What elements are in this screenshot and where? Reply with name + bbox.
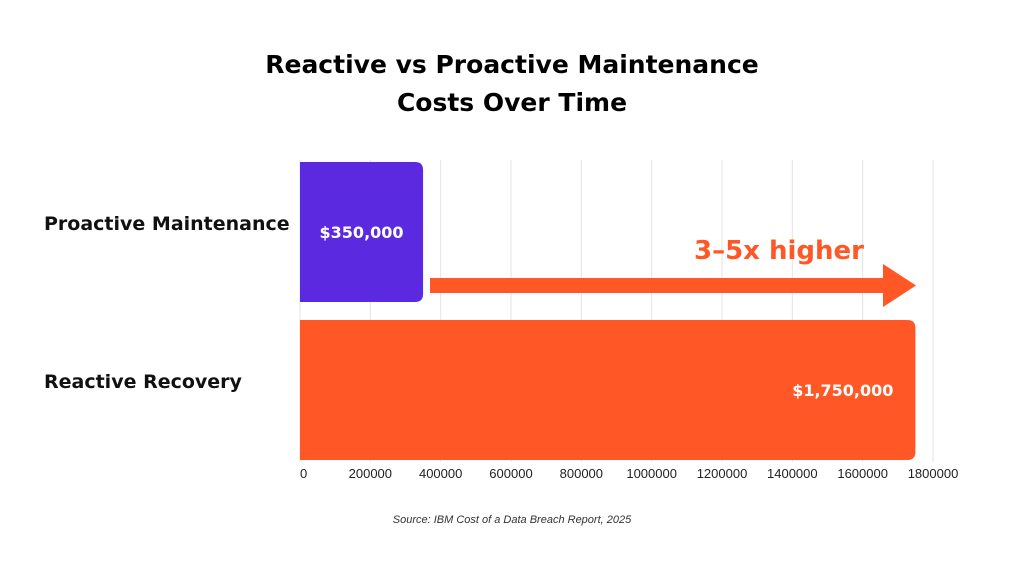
bar-proactive [300,162,424,302]
category-label: Proactive Maintenance [44,213,290,235]
x-tick-label: 1200000 [697,466,748,481]
x-tick-label: 400000 [419,466,462,481]
x-tick-label: 600000 [489,466,532,481]
x-tick-label: 1000000 [626,466,677,481]
chart-title-line-2: Costs Over Time [397,88,627,117]
data-label: $1,750,000 [792,381,893,400]
chart-title-line-1: Reactive vs Proactive Maintenance [265,50,759,79]
x-tick-label: 200000 [349,466,392,481]
data-label: $350,000 [320,223,404,242]
annotation-text: 3–5x higher [694,236,864,266]
x-tick-label: 800000 [560,466,603,481]
category-label: Reactive Recovery [44,371,243,393]
x-tick-label: 1600000 [837,466,888,481]
x-tick-label: 1400000 [767,466,818,481]
bar-reactive [300,320,916,460]
source-note: Source: IBM Cost of a Data Breach Report… [393,514,632,526]
arrow-shaft [430,278,885,293]
x-tick-label: 1800000 [908,466,959,481]
x-tick-label: 0 [300,466,307,481]
arrow-right-icon [883,264,916,307]
